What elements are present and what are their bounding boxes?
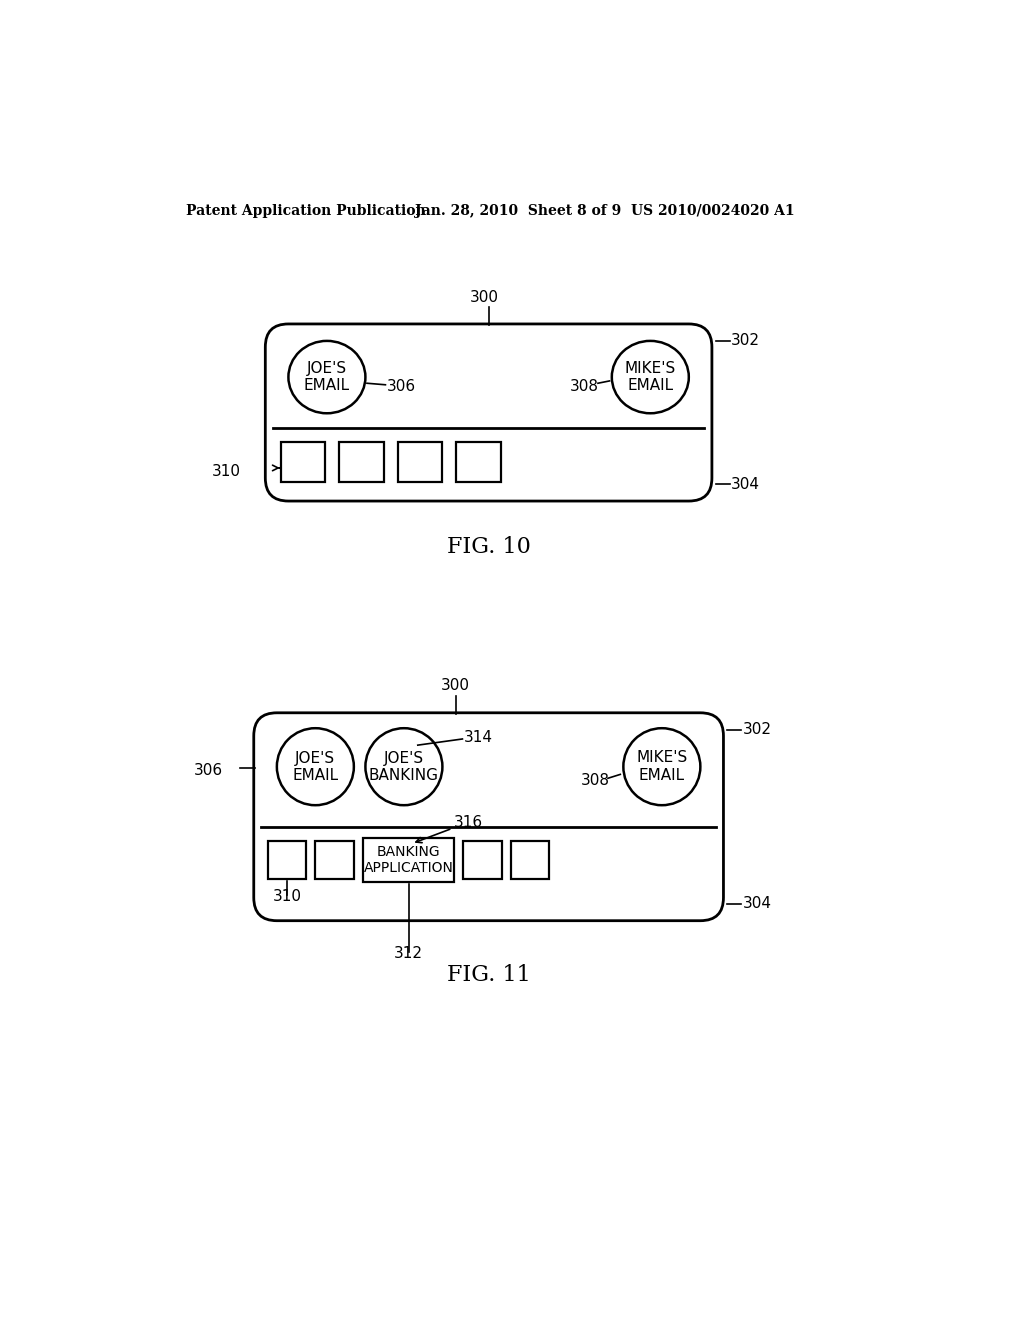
FancyBboxPatch shape xyxy=(265,323,712,502)
Bar xyxy=(511,841,550,879)
Ellipse shape xyxy=(366,729,442,805)
Text: 300: 300 xyxy=(470,289,500,305)
Text: 312: 312 xyxy=(394,945,423,961)
Text: MIKE'S
EMAIL: MIKE'S EMAIL xyxy=(636,751,687,783)
Ellipse shape xyxy=(624,729,700,805)
Text: 316: 316 xyxy=(454,816,483,830)
Text: 302: 302 xyxy=(742,722,772,738)
Bar xyxy=(397,442,442,482)
Text: 310: 310 xyxy=(212,463,241,479)
Ellipse shape xyxy=(611,341,689,413)
Text: Jan. 28, 2010  Sheet 8 of 9: Jan. 28, 2010 Sheet 8 of 9 xyxy=(416,203,622,218)
Text: 314: 314 xyxy=(464,730,493,744)
Text: 302: 302 xyxy=(731,334,760,348)
Text: Patent Application Publication: Patent Application Publication xyxy=(186,203,426,218)
Text: 308: 308 xyxy=(581,774,610,788)
Text: FIG. 11: FIG. 11 xyxy=(446,964,530,986)
Text: JOE'S
EMAIL: JOE'S EMAIL xyxy=(304,360,350,393)
Bar xyxy=(463,841,502,879)
Text: 310: 310 xyxy=(272,888,301,904)
Text: 304: 304 xyxy=(742,896,772,911)
Bar xyxy=(457,442,501,482)
Ellipse shape xyxy=(289,341,366,413)
Text: BANKING
APPLICATION: BANKING APPLICATION xyxy=(364,845,454,875)
Text: 304: 304 xyxy=(731,477,760,491)
Text: JOE'S
BANKING: JOE'S BANKING xyxy=(369,751,439,783)
Text: FIG. 10: FIG. 10 xyxy=(446,536,530,558)
FancyBboxPatch shape xyxy=(254,713,724,921)
Text: US 2010/0024020 A1: US 2010/0024020 A1 xyxy=(631,203,795,218)
Bar xyxy=(281,442,326,482)
Bar xyxy=(339,442,384,482)
Text: MIKE'S
EMAIL: MIKE'S EMAIL xyxy=(625,360,676,393)
Text: 306: 306 xyxy=(387,379,416,393)
Bar xyxy=(315,841,354,879)
Bar xyxy=(267,841,306,879)
Text: 300: 300 xyxy=(441,678,470,693)
Bar xyxy=(364,837,454,882)
Text: 308: 308 xyxy=(569,379,598,393)
Text: JOE'S
EMAIL: JOE'S EMAIL xyxy=(292,751,338,783)
Ellipse shape xyxy=(276,729,354,805)
Text: 306: 306 xyxy=(194,763,223,777)
